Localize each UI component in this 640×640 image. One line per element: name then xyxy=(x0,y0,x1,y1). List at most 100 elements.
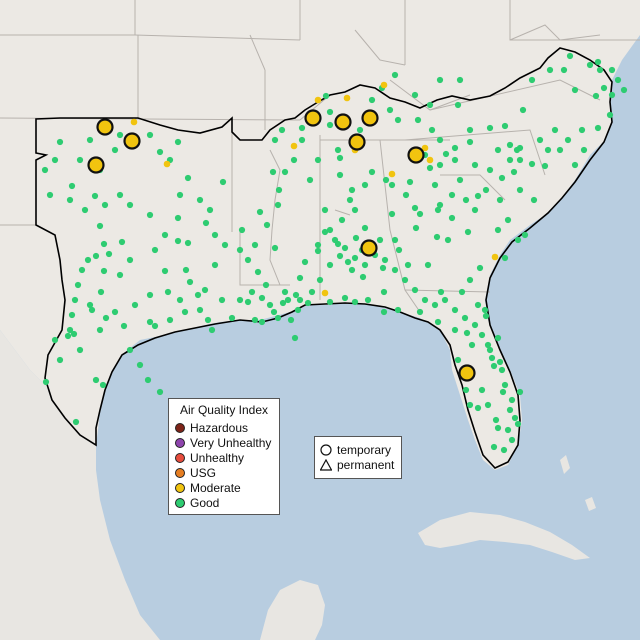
good-monitor-marker[interactable] xyxy=(494,226,502,234)
good-monitor-marker[interactable] xyxy=(156,148,164,156)
good-monitor-marker[interactable] xyxy=(182,266,190,274)
good-monitor-marker[interactable] xyxy=(381,256,389,264)
good-monitor-marker[interactable] xyxy=(391,266,399,274)
good-monitor-marker[interactable] xyxy=(466,401,474,409)
good-monitor-marker[interactable] xyxy=(287,316,295,324)
good-monitor-marker[interactable] xyxy=(454,101,462,109)
good-monitor-marker[interactable] xyxy=(456,76,464,84)
good-monitor-marker[interactable] xyxy=(594,58,602,66)
good-monitor-marker[interactable] xyxy=(251,241,259,249)
good-monitor-marker[interactable] xyxy=(96,222,104,230)
good-monitor-marker[interactable] xyxy=(41,166,49,174)
good-monitor-marker[interactable] xyxy=(100,240,108,248)
good-monitor-marker[interactable] xyxy=(208,326,216,334)
good-monitor-marker[interactable] xyxy=(76,156,84,164)
good-monitor-marker[interactable] xyxy=(146,131,154,139)
good-monitor-marker[interactable] xyxy=(571,161,579,169)
good-monitor-marker[interactable] xyxy=(308,288,316,296)
good-monitor-marker[interactable] xyxy=(136,361,144,369)
good-monitor-marker[interactable] xyxy=(451,326,459,334)
good-monitor-marker[interactable] xyxy=(580,146,588,154)
good-monitor-marker[interactable] xyxy=(270,308,278,316)
moderate-monitor-marker[interactable] xyxy=(130,118,138,126)
good-monitor-marker[interactable] xyxy=(86,136,94,144)
good-monitor-marker[interactable] xyxy=(236,296,244,304)
good-monitor-marker[interactable] xyxy=(174,214,182,222)
good-monitor-marker[interactable] xyxy=(458,288,466,296)
good-monitor-marker[interactable] xyxy=(92,252,100,260)
moderate-temporary-monitor[interactable] xyxy=(304,109,322,127)
good-monitor-marker[interactable] xyxy=(416,308,424,316)
good-monitor-marker[interactable] xyxy=(70,330,78,338)
good-monitor-marker[interactable] xyxy=(258,318,266,326)
good-monitor-marker[interactable] xyxy=(126,346,134,354)
good-monitor-marker[interactable] xyxy=(492,416,500,424)
good-monitor-marker[interactable] xyxy=(395,246,403,254)
good-monitor-marker[interactable] xyxy=(386,106,394,114)
good-monitor-marker[interactable] xyxy=(451,144,459,152)
good-monitor-marker[interactable] xyxy=(544,146,552,154)
good-monitor-marker[interactable] xyxy=(161,231,169,239)
moderate-temporary-monitor[interactable] xyxy=(407,146,425,164)
good-monitor-marker[interactable] xyxy=(454,356,462,364)
good-monitor-marker[interactable] xyxy=(156,388,164,396)
good-monitor-marker[interactable] xyxy=(351,206,359,214)
good-monitor-marker[interactable] xyxy=(262,281,270,289)
good-monitor-marker[interactable] xyxy=(361,261,369,269)
good-monitor-marker[interactable] xyxy=(211,231,219,239)
good-monitor-marker[interactable] xyxy=(528,160,536,168)
good-monitor-marker[interactable] xyxy=(244,256,252,264)
good-monitor-marker[interactable] xyxy=(608,66,616,74)
good-monitor-marker[interactable] xyxy=(474,404,482,412)
good-monitor-marker[interactable] xyxy=(466,276,474,284)
good-monitor-marker[interactable] xyxy=(456,176,464,184)
good-monitor-marker[interactable] xyxy=(401,276,409,284)
good-monitor-marker[interactable] xyxy=(564,136,572,144)
good-monitor-marker[interactable] xyxy=(404,261,412,269)
good-monitor-marker[interactable] xyxy=(431,301,439,309)
good-monitor-marker[interactable] xyxy=(271,136,279,144)
good-monitor-marker[interactable] xyxy=(101,201,109,209)
moderate-monitor-marker[interactable] xyxy=(388,170,396,178)
good-monitor-marker[interactable] xyxy=(68,182,76,190)
good-monitor-marker[interactable] xyxy=(546,66,554,74)
good-monitor-marker[interactable] xyxy=(498,174,506,182)
good-monitor-marker[interactable] xyxy=(281,288,289,296)
good-monitor-marker[interactable] xyxy=(620,86,628,94)
good-monitor-marker[interactable] xyxy=(519,106,527,114)
good-monitor-marker[interactable] xyxy=(351,254,359,262)
good-monitor-marker[interactable] xyxy=(341,294,349,302)
good-monitor-marker[interactable] xyxy=(484,341,492,349)
good-monitor-marker[interactable] xyxy=(111,308,119,316)
good-monitor-marker[interactable] xyxy=(426,101,434,109)
good-monitor-marker[interactable] xyxy=(146,211,154,219)
good-monitor-marker[interactable] xyxy=(361,181,369,189)
good-monitor-marker[interactable] xyxy=(486,124,494,132)
good-monitor-marker[interactable] xyxy=(211,261,219,269)
good-monitor-marker[interactable] xyxy=(42,378,50,386)
good-monitor-marker[interactable] xyxy=(436,161,444,169)
good-monitor-marker[interactable] xyxy=(504,216,512,224)
good-monitor-marker[interactable] xyxy=(348,186,356,194)
good-monitor-marker[interactable] xyxy=(514,236,522,244)
good-monitor-marker[interactable] xyxy=(510,168,518,176)
good-monitor-marker[interactable] xyxy=(380,308,388,316)
good-monitor-marker[interactable] xyxy=(166,316,174,324)
good-monitor-marker[interactable] xyxy=(111,146,119,154)
good-monitor-marker[interactable] xyxy=(484,401,492,409)
good-monitor-marker[interactable] xyxy=(164,288,172,296)
good-monitor-marker[interactable] xyxy=(151,322,159,330)
good-monitor-marker[interactable] xyxy=(551,126,559,134)
good-monitor-marker[interactable] xyxy=(501,254,509,262)
good-monitor-marker[interactable] xyxy=(466,138,474,146)
good-monitor-marker[interactable] xyxy=(322,92,330,100)
good-monitor-marker[interactable] xyxy=(463,329,471,337)
good-monitor-marker[interactable] xyxy=(471,206,479,214)
good-monitor-marker[interactable] xyxy=(556,146,564,154)
good-monitor-marker[interactable] xyxy=(462,386,470,394)
good-monitor-marker[interactable] xyxy=(596,66,604,74)
good-monitor-marker[interactable] xyxy=(263,221,271,229)
good-monitor-marker[interactable] xyxy=(186,278,194,286)
good-monitor-marker[interactable] xyxy=(66,196,74,204)
moderate-temporary-monitor[interactable] xyxy=(360,239,378,257)
